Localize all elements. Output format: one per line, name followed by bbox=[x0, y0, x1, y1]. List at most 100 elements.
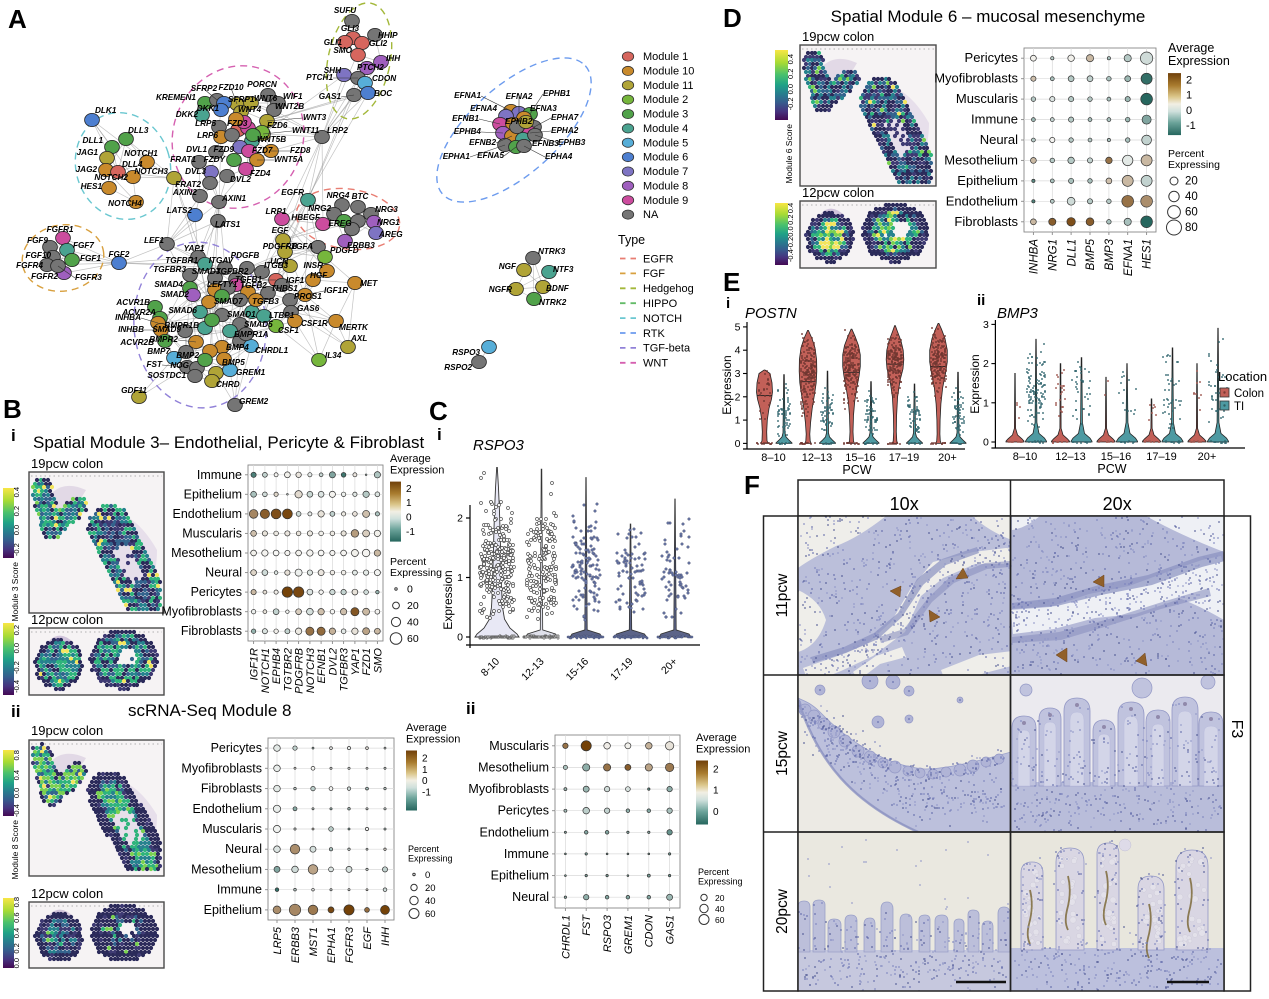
svg-text:0: 0 bbox=[1186, 105, 1192, 117]
svg-text:Expression: Expression bbox=[441, 570, 455, 629]
svg-text:i: i bbox=[726, 295, 730, 312]
svg-text:GAS6: GAS6 bbox=[297, 304, 320, 313]
svg-text:-0.2: -0.2 bbox=[786, 237, 795, 250]
svg-text:1: 1 bbox=[406, 498, 412, 509]
svg-text:12–13: 12–13 bbox=[1055, 451, 1086, 463]
svg-text:Myofibroblasts: Myofibroblasts bbox=[181, 761, 262, 775]
svg-text:FST: FST bbox=[147, 360, 163, 369]
svg-text:ii: ii bbox=[466, 699, 475, 718]
svg-text:0.4: 0.4 bbox=[786, 54, 795, 64]
svg-text:SMO: SMO bbox=[372, 648, 384, 674]
svg-text:60: 60 bbox=[715, 915, 725, 925]
svg-text:Module 3 Score: Module 3 Score bbox=[10, 562, 20, 622]
svg-text:NTRK2: NTRK2 bbox=[539, 298, 567, 307]
svg-text:RTK: RTK bbox=[643, 328, 665, 340]
svg-text:Colon: Colon bbox=[1234, 388, 1264, 400]
svg-text:RSPO2: RSPO2 bbox=[444, 363, 472, 372]
svg-text:EPHB4: EPHB4 bbox=[271, 648, 283, 684]
svg-text:SMAD6: SMAD6 bbox=[168, 306, 197, 315]
svg-text:0.4: 0.4 bbox=[12, 770, 21, 780]
svg-text:2: 2 bbox=[457, 513, 463, 525]
svg-text:Endothelium: Endothelium bbox=[946, 193, 1018, 208]
svg-text:Myofibroblasts: Myofibroblasts bbox=[468, 782, 549, 796]
svg-text:0.2: 0.2 bbox=[786, 214, 795, 224]
svg-text:Immune: Immune bbox=[971, 112, 1018, 127]
svg-text:20: 20 bbox=[425, 883, 436, 894]
svg-text:3: 3 bbox=[735, 368, 741, 380]
svg-text:NOTCH1: NOTCH1 bbox=[124, 149, 158, 158]
svg-text:20+: 20+ bbox=[938, 452, 957, 464]
svg-text:-0.2: -0.2 bbox=[12, 661, 21, 674]
svg-text:DLL1: DLL1 bbox=[83, 136, 104, 145]
svg-text:2: 2 bbox=[983, 358, 989, 370]
svg-text:-0.4: -0.4 bbox=[12, 680, 21, 693]
svg-text:Muscularis: Muscularis bbox=[956, 91, 1019, 106]
svg-text:0: 0 bbox=[713, 807, 719, 818]
svg-text:CHRD: CHRD bbox=[216, 380, 240, 389]
svg-text:Fibroblasts: Fibroblasts bbox=[954, 214, 1018, 229]
svg-text:EPHB1: EPHB1 bbox=[543, 89, 571, 98]
svg-text:60: 60 bbox=[407, 633, 419, 645]
svg-text:Immune: Immune bbox=[197, 468, 242, 482]
svg-text:40: 40 bbox=[1185, 191, 1198, 203]
svg-text:FRAT1: FRAT1 bbox=[170, 155, 196, 164]
svg-text:Pericytes: Pericytes bbox=[965, 50, 1019, 65]
svg-text:NTF3: NTF3 bbox=[553, 265, 574, 274]
svg-text:Expressing: Expressing bbox=[1168, 159, 1220, 171]
svg-text:NRG3: NRG3 bbox=[375, 205, 398, 214]
svg-text:Module 3: Module 3 bbox=[643, 109, 688, 121]
svg-text:B: B bbox=[3, 394, 22, 424]
svg-text:Module 8 Score: Module 8 Score bbox=[10, 820, 20, 880]
svg-text:EPHA4: EPHA4 bbox=[545, 152, 573, 161]
svg-text:EFNA5: EFNA5 bbox=[477, 151, 504, 160]
svg-text:IGF1R: IGF1R bbox=[249, 648, 261, 680]
svg-text:-0.2: -0.2 bbox=[12, 543, 21, 556]
svg-text:WNT5B: WNT5B bbox=[257, 135, 286, 144]
svg-text:NOTCH1: NOTCH1 bbox=[260, 648, 272, 693]
svg-text:GREM1: GREM1 bbox=[623, 915, 635, 954]
svg-text:Module 6 Score: Module 6 Score bbox=[784, 124, 794, 184]
svg-text:0: 0 bbox=[425, 870, 430, 881]
svg-text:ACVR1B: ACVR1B bbox=[115, 298, 150, 307]
svg-text:Mesothelium: Mesothelium bbox=[191, 862, 262, 876]
svg-text:Pericytes: Pericytes bbox=[191, 585, 242, 599]
svg-text:0.0: 0.0 bbox=[786, 226, 795, 236]
svg-text:Muscularis: Muscularis bbox=[202, 822, 262, 836]
svg-text:15pcw: 15pcw bbox=[774, 730, 791, 776]
svg-text:BMP2: BMP2 bbox=[176, 351, 199, 360]
svg-text:GAS1: GAS1 bbox=[319, 92, 342, 101]
svg-text:MERTK: MERTK bbox=[339, 323, 369, 332]
svg-text:Average: Average bbox=[406, 722, 447, 734]
svg-text:Module 10: Module 10 bbox=[643, 66, 694, 78]
svg-text:2: 2 bbox=[406, 484, 412, 495]
svg-text:-1: -1 bbox=[422, 788, 431, 799]
svg-text:DVL2: DVL2 bbox=[327, 648, 339, 676]
svg-text:BTC: BTC bbox=[352, 192, 370, 201]
svg-text:PTCH2: PTCH2 bbox=[357, 63, 384, 72]
svg-text:LRP5: LRP5 bbox=[195, 119, 216, 128]
svg-text:CDON: CDON bbox=[644, 915, 656, 947]
svg-text:LRP6: LRP6 bbox=[197, 131, 218, 140]
svg-text:MET: MET bbox=[360, 279, 378, 288]
svg-text:40: 40 bbox=[425, 896, 436, 907]
svg-text:i: i bbox=[437, 425, 442, 444]
svg-text:HIPPO: HIPPO bbox=[643, 298, 678, 310]
svg-text:0.0: 0.0 bbox=[12, 525, 21, 535]
svg-text:INSR: INSR bbox=[303, 261, 323, 270]
svg-text:CHRDL1: CHRDL1 bbox=[560, 915, 572, 959]
svg-text:TGFBR3: TGFBR3 bbox=[153, 265, 186, 274]
svg-text:TGFBR3: TGFBR3 bbox=[339, 647, 351, 691]
svg-text:SUFU: SUFU bbox=[334, 6, 357, 15]
svg-text:Module 11: Module 11 bbox=[643, 80, 694, 92]
svg-text:INHBA: INHBA bbox=[115, 313, 141, 322]
svg-text:SMAD5: SMAD5 bbox=[244, 320, 273, 329]
svg-text:AXL: AXL bbox=[350, 334, 367, 343]
svg-text:2: 2 bbox=[1186, 75, 1192, 87]
svg-text:1: 1 bbox=[457, 572, 463, 584]
svg-text:KREMEN1: KREMEN1 bbox=[156, 93, 196, 102]
svg-text:20x: 20x bbox=[1103, 494, 1132, 514]
svg-text:12pcw colon: 12pcw colon bbox=[802, 185, 874, 200]
svg-text:BMP5: BMP5 bbox=[1085, 238, 1097, 270]
svg-text:Pericytes: Pericytes bbox=[498, 804, 549, 818]
svg-text:TGF-beta: TGF-beta bbox=[643, 343, 691, 355]
